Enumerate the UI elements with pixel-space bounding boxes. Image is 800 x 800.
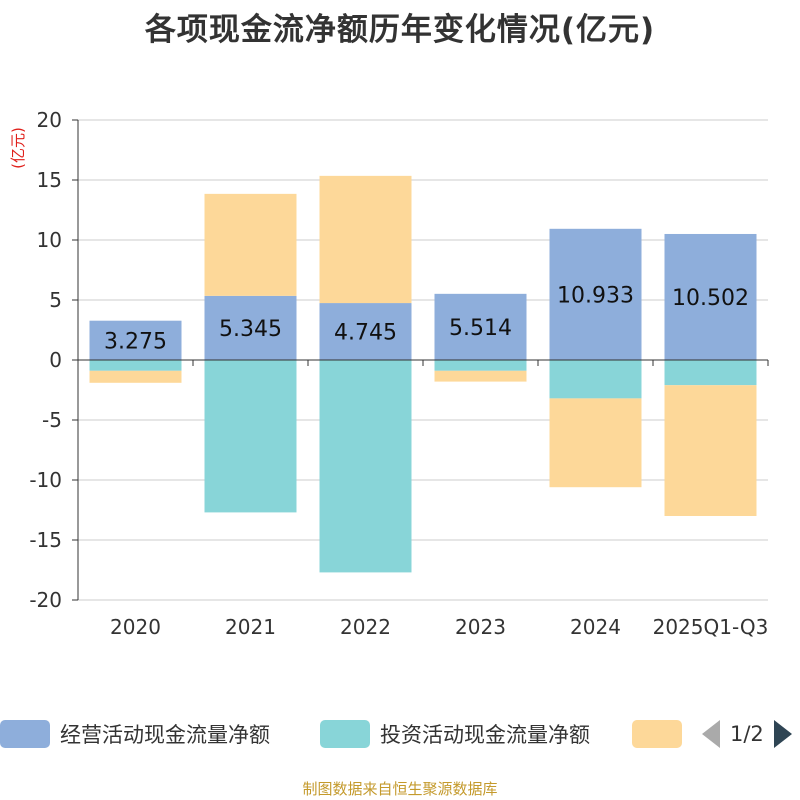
x-tick-label: 2024 [570,615,621,639]
y-tick-label: 0 [49,348,62,372]
bar-segment-series-1[interactable] [434,360,527,371]
bar-segment-series-1[interactable] [549,360,642,399]
y-axis-label: (亿元) [9,127,27,169]
bar-value-label: 5.514 [449,316,512,341]
source-note: 制图数据来自恒生聚源数据库 [302,780,498,798]
bar-value-label: 10.933 [557,283,634,308]
chart-plot: 20 15 10 5 0 -5 -10 -15 -20 2020 2021 2022 2023 2024… [9,108,769,639]
y-tick-label: -15 [29,528,62,552]
bars [89,175,757,573]
bar-segment-series-1[interactable] [664,360,757,386]
bar-value-label: 5.345 [219,317,282,342]
y-tick-label: 15 [37,168,62,192]
legend-pager: 1/2 [702,714,792,754]
legend-item-operating[interactable]: 经营活动现金流量净额 [0,714,270,754]
bar-segment-series-2[interactable] [664,385,757,516]
legend-item-third[interactable] [632,714,682,754]
legend-prev-arrow-icon[interactable] [702,720,720,748]
bar-value-label: 10.502 [672,286,749,311]
bar-segment-series-2[interactable] [549,398,642,488]
bar-segment-series-0[interactable] [89,320,182,360]
bar-segment-series-2[interactable] [319,175,412,304]
legend-label-operating: 经营活动现金流量净额 [60,723,270,747]
grid-lines [78,119,768,601]
bar-segment-series-1[interactable] [204,360,297,513]
chart-title: 各项现金流净额历年变化情况(亿元) [144,12,656,48]
legend-swatch-investing [320,720,370,748]
x-tick-label: 2021 [225,615,276,639]
legend-next-arrow-icon[interactable] [773,720,792,748]
bar-segment-series-0[interactable] [664,233,757,360]
y-tick-label: 5 [49,288,62,312]
x-tick-label: 2020 [110,615,161,639]
legend-swatch-third [632,720,682,748]
bar-segment-series-2[interactable] [204,193,297,296]
y-tick-label: -20 [29,588,62,612]
legend: 经营活动现金流量净额 投资活动现金流量净额 1/2 [0,714,800,754]
x-tick-label: 2023 [455,615,506,639]
y-tick-label: 20 [37,108,62,132]
bar-segment-series-0[interactable] [434,293,527,360]
bar-segment-series-2[interactable] [89,370,182,383]
x-tick-label: 2022 [340,615,391,639]
bar-data-labels: 3.275 5.345 4.745 5.514 10.933 10.502 [104,283,749,354]
y-axis-ticks: 20 15 10 5 0 -5 -10 -15 -20 [29,108,79,612]
y-tick-label: -10 [29,468,62,492]
legend-item-investing[interactable]: 投资活动现金流量净额 [320,714,590,754]
y-tick-label: 10 [37,228,62,252]
y-tick-label: -5 [42,408,62,432]
bar-value-label: 4.745 [334,321,397,346]
bar-segment-series-0[interactable] [319,303,412,360]
bar-value-label: 3.275 [104,329,167,354]
bar-segment-series-0[interactable] [549,228,642,360]
legend-label-investing: 投资活动现金流量净额 [380,723,590,747]
bar-segment-series-1[interactable] [319,360,412,573]
legend-swatch-operating [0,720,50,748]
bar-segment-series-2[interactable] [434,370,527,382]
bar-segment-series-1[interactable] [89,360,182,371]
x-axis: 2020 2021 2022 2023 2024 2025Q1-Q3 [77,359,769,639]
bar-segment-series-0[interactable] [204,295,297,360]
legend-page-indicator: 1/2 [730,722,764,746]
x-tick-label: 2025Q1-Q3 [653,615,769,639]
